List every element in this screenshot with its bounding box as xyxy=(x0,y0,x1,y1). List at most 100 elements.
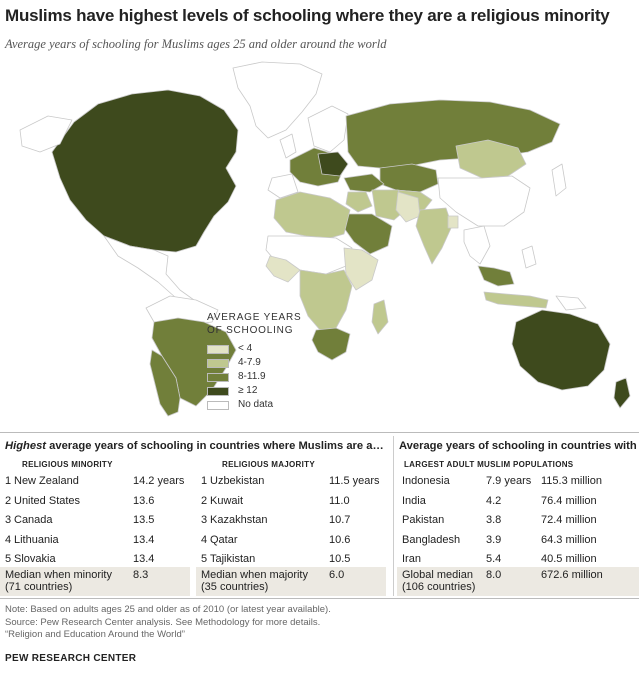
global-median-value: 8.0 xyxy=(486,569,502,581)
heading-rest: average years of schooling in countries … xyxy=(46,440,384,452)
region-east-asia xyxy=(437,175,531,227)
row-years: 5.4 xyxy=(486,553,502,565)
region-india xyxy=(415,207,453,265)
minority-header: RELIGIOUS MINORITY xyxy=(22,460,113,469)
region-russia xyxy=(345,99,561,169)
region-indochina xyxy=(463,225,491,265)
row-value: 10.6 xyxy=(329,533,351,546)
median-line1: Median when majority xyxy=(201,569,308,581)
row-country: Canada xyxy=(14,514,53,526)
region-eastern-europe xyxy=(317,151,349,177)
note-line: “Religion and Education Around the World… xyxy=(5,629,185,640)
region-central-africa xyxy=(299,269,353,331)
median-line1: Global median xyxy=(402,569,473,581)
row-country: New Zealand xyxy=(14,475,79,487)
row-country: Iran xyxy=(402,553,421,565)
divider xyxy=(0,598,639,599)
row-country: Kuwait xyxy=(210,494,244,507)
global-median-label: Global median (106 countries) xyxy=(402,569,475,593)
world-map xyxy=(19,61,631,417)
majority-median-value: 6.0 xyxy=(329,569,345,581)
brand-logo-text: PEW RESEARCH CENTER xyxy=(5,653,137,664)
row-country: Tajikistan xyxy=(210,553,256,565)
row-rank: 2 xyxy=(5,494,12,507)
map-legend: AVERAGE YEARS OF SCHOOLING < 4 4-7.9 8-1… xyxy=(207,311,302,412)
median-shade xyxy=(0,567,190,596)
region-madagascar xyxy=(371,299,389,335)
legend-item-4-8: 4-7.9 xyxy=(207,357,302,370)
region-australia xyxy=(511,309,611,391)
region-greenland xyxy=(232,61,323,139)
region-turkey xyxy=(343,173,385,193)
divider xyxy=(0,432,639,433)
row-country: United States xyxy=(14,494,81,507)
legend-label: ≥ 12 xyxy=(238,385,258,396)
region-levant xyxy=(345,191,373,213)
region-southern-cone xyxy=(149,349,181,417)
row-rank: 2 xyxy=(201,494,208,507)
row-value: 11.0 xyxy=(329,494,350,507)
largest-populations-header: LARGEST ADULT MUSLIM POPULATIONS xyxy=(404,460,574,469)
row-rank: 4 xyxy=(5,533,12,546)
region-arabia xyxy=(343,213,393,255)
row-value: 10.7 xyxy=(329,514,351,526)
row-value: 14.2 years xyxy=(133,475,185,487)
legend-item-ge12: ≥ 12 xyxy=(207,385,302,398)
row-rank: 4 xyxy=(201,533,208,546)
region-north-africa xyxy=(273,191,351,239)
row-country: Uzbekistan xyxy=(210,475,265,487)
row-value: 13.6 xyxy=(133,494,155,507)
median-line1: Median when minority xyxy=(5,569,112,581)
legend-swatch xyxy=(207,345,229,354)
region-west-africa xyxy=(265,255,301,283)
left-table-heading: Highest average years of schooling in co… xyxy=(5,440,384,452)
median-shade xyxy=(397,567,639,596)
legend-label: 4-7.9 xyxy=(238,357,261,368)
majority-header: RELIGIOUS MAJORITY xyxy=(222,460,315,469)
region-new-zealand xyxy=(613,377,631,409)
row-country: Bangladesh xyxy=(402,533,461,546)
legend-swatch xyxy=(207,387,229,396)
row-rank: 5 xyxy=(201,553,208,565)
legend-label: No data xyxy=(238,399,274,410)
row-rank: 1 xyxy=(5,475,12,487)
row-rank: 3 xyxy=(5,514,12,526)
row-rank: 5 xyxy=(5,553,12,565)
region-japan xyxy=(551,163,567,197)
row-country: Kazakhstan xyxy=(210,514,268,526)
region-china xyxy=(455,139,527,179)
row-population: 76.4 million xyxy=(541,494,597,507)
region-indonesia xyxy=(483,291,549,309)
median-line2: (35 countries) xyxy=(201,581,269,593)
source-note: Note: Based on adults ages 25 and older … xyxy=(5,604,331,642)
minority-median-label: Median when minority (71 countries) xyxy=(5,569,112,593)
region-alaska xyxy=(19,115,73,153)
row-population: 64.3 million xyxy=(541,533,597,546)
row-years: 3.9 xyxy=(486,533,502,546)
legend-item-lt4: < 4 xyxy=(207,343,302,356)
region-kazakhstan xyxy=(379,163,439,193)
region-bangladesh xyxy=(447,215,459,229)
row-country: Slovakia xyxy=(14,553,56,565)
region-philippines xyxy=(521,245,537,269)
region-malaysia xyxy=(477,265,515,287)
column-divider xyxy=(393,436,394,596)
row-country: Qatar xyxy=(210,533,238,546)
row-rank: 1 xyxy=(201,475,208,487)
row-value: 10.5 xyxy=(329,553,351,565)
majority-median-label: Median when majority (35 countries) xyxy=(201,569,308,593)
note-line: Source: Pew Research Center analysis. Se… xyxy=(5,616,321,628)
region-east-africa xyxy=(343,247,379,291)
minority-median-value: 8.3 xyxy=(133,569,149,581)
legend-label: 8-11.9 xyxy=(238,371,266,382)
legend-item-8-12: 8-11.9 xyxy=(207,371,302,384)
row-years: 4.2 xyxy=(486,494,502,507)
row-value: 11.5 years xyxy=(329,475,380,487)
row-value: 13.5 xyxy=(133,514,155,526)
global-median-population: 672.6 million xyxy=(541,569,603,581)
row-country: Indonesia xyxy=(402,475,450,487)
row-country: Lithuania xyxy=(14,533,59,546)
chart-title: Muslims have highest levels of schooling… xyxy=(5,6,610,25)
region-papua xyxy=(555,295,587,311)
region-north-america xyxy=(51,89,239,253)
